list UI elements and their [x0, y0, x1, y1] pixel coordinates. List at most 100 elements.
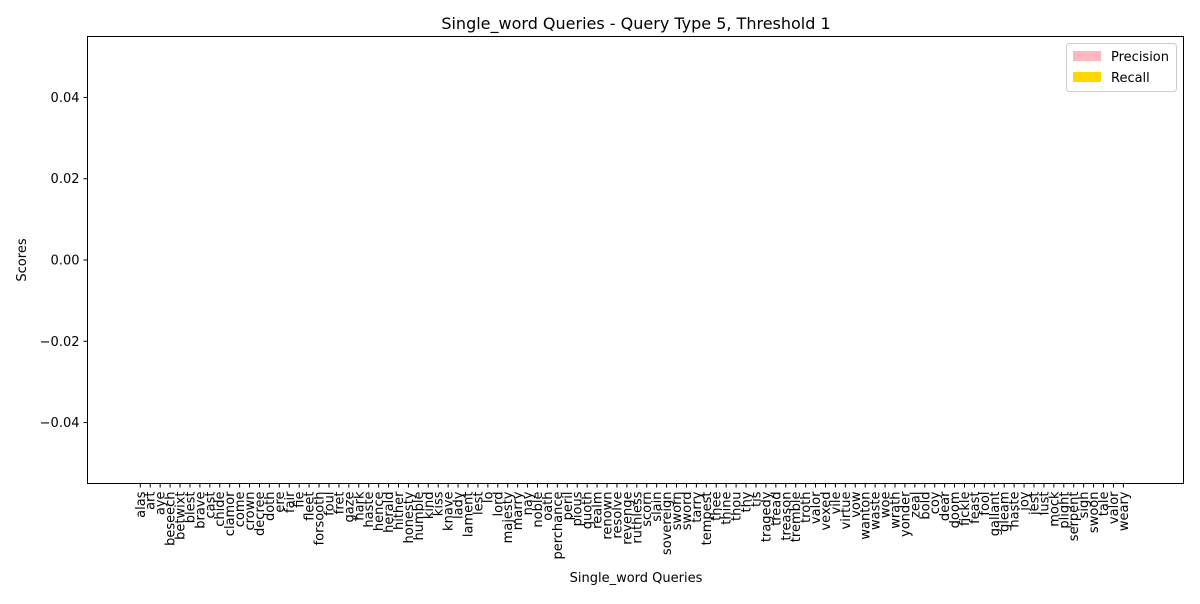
x-tick-label: realm: [591, 492, 606, 529]
x-tick-label: crown: [243, 492, 258, 531]
x-tick-label: ere: [273, 492, 288, 513]
x-tick-label: fleet: [303, 492, 318, 521]
x-tick-label: joy: [1018, 491, 1033, 512]
y-axis-label: Scores: [15, 238, 30, 281]
x-tick-label: waste: [869, 492, 884, 530]
x-tick-label: betwixt: [174, 492, 189, 540]
x-tick-label: scorn: [640, 492, 655, 527]
x-tick-label: alas: [134, 491, 149, 518]
x-tick-label: vexed: [819, 492, 834, 531]
x-tick-label: dear: [938, 491, 953, 521]
x-tick-label: resolve: [610, 492, 625, 539]
x-tick-label: noble: [531, 492, 546, 528]
x-tick-label: jest: [1028, 492, 1043, 516]
x-tick-label: thine: [720, 492, 735, 525]
x-tick-label: come: [233, 492, 248, 528]
x-tick-label: valor: [1107, 491, 1122, 524]
x-tick-label: troth: [799, 492, 814, 523]
x-tick-label: lust: [1037, 492, 1052, 516]
x-tick-label: sworn: [670, 492, 685, 531]
x-tick-label: marry: [511, 491, 526, 530]
x-axis-label: Single_word Queries: [570, 571, 703, 586]
x-tick-label: blest: [183, 492, 198, 524]
x-tick-label: chide: [213, 491, 228, 526]
x-tick-label: tremble: [789, 492, 804, 543]
x-tick-label: weary: [1117, 491, 1132, 531]
x-tick-label: forsooth: [313, 492, 328, 546]
x-tick-label: lord: [491, 492, 506, 517]
x-tick-label: lament: [461, 492, 476, 538]
y-tick-label: 0.00: [51, 254, 80, 269]
x-tick-label: aye: [154, 492, 169, 516]
x-tick-label: swoon: [1087, 492, 1102, 534]
legend-recall-swatch: [1073, 72, 1101, 82]
x-tick-label: bold: [918, 492, 933, 520]
x-tick-label: fair: [283, 491, 298, 513]
legend-recall-label: Recall: [1111, 71, 1150, 86]
x-tick-label: thy: [740, 491, 755, 512]
legend-precision-swatch: [1073, 51, 1101, 61]
chart-title: Single_word Queries - Query Type 5, Thre…: [441, 14, 830, 34]
x-tick-label: hence: [372, 492, 387, 532]
x-axis: alasartayebeseechbetwixtblestbravecastch…: [134, 483, 1132, 560]
x-tick-label: lady: [452, 491, 467, 519]
x-tick-label: tis: [749, 491, 764, 507]
x-tick-label: fret: [332, 492, 347, 515]
x-tick-label: serpent: [1067, 492, 1082, 542]
x-tick-label: perchance: [551, 491, 566, 559]
x-tick-label: tread: [769, 492, 784, 526]
x-tick-label: sigh: [1077, 492, 1092, 519]
plot-frame: [87, 36, 1184, 484]
x-tick-label: foul: [322, 492, 337, 516]
x-tick-label: decree: [253, 491, 268, 535]
x-tick-label: pious: [571, 491, 586, 526]
x-tick-label: wrath: [888, 492, 903, 529]
x-tick-label: sword: [680, 492, 695, 531]
x-tick-label: virtue: [839, 491, 854, 529]
x-tick-label: lo: [481, 491, 496, 503]
x-tick-label: vile: [829, 492, 844, 515]
x-tick-label: doom: [948, 492, 963, 529]
x-tick-label: ruthless: [630, 491, 645, 543]
x-tick-label: wanton: [859, 492, 874, 540]
x-tick-label: mock: [1047, 491, 1062, 527]
x-tick-label: brave: [193, 492, 208, 529]
x-tick-label: knave: [442, 492, 457, 531]
x-tick-label: haste: [1008, 492, 1023, 528]
x-tick-label: hither: [392, 491, 407, 530]
x-tick-label: fickle: [958, 492, 973, 526]
x-tick-label: doth: [263, 492, 278, 522]
x-tick-label: treason: [779, 492, 794, 541]
x-tick-label: zeal: [908, 492, 923, 518]
x-tick-label: slain: [650, 492, 665, 522]
x-tick-label: yonder: [898, 491, 913, 537]
x-tick-label: vow: [849, 491, 864, 518]
x-tick-label: fie: [293, 491, 308, 507]
x-tick-label: thee: [710, 492, 725, 521]
y-tick-label: −0.04: [40, 416, 80, 431]
x-tick-label: nay: [521, 491, 536, 515]
x-tick-label: kiss: [432, 491, 447, 516]
y-axis: 0.04 0.02 0.00 −0.02 −0.04: [40, 91, 88, 431]
x-tick-label: kind: [422, 492, 437, 520]
y-tick-label: 0.04: [51, 91, 80, 106]
legend: Precision Recall: [1066, 43, 1177, 92]
x-tick-label: majesty: [501, 491, 516, 543]
x-tick-label: herald: [382, 492, 397, 533]
x-tick-label: feast: [968, 492, 983, 524]
x-tick-label: tale: [1097, 492, 1112, 517]
x-tick-label: tempest: [700, 492, 715, 546]
x-tick-label: gallant: [988, 492, 1003, 537]
x-tick-label: peril: [561, 492, 576, 521]
y-tick-label: 0.02: [51, 172, 80, 187]
x-tick-label: clamor: [223, 491, 238, 536]
x-tick-label: honesty: [402, 491, 417, 543]
x-tick-label: cast: [203, 492, 218, 519]
x-tick-label: oath: [541, 492, 556, 521]
x-tick-label: lest: [471, 492, 486, 515]
y-tick-label: −0.02: [40, 335, 80, 350]
x-tick-label: renown: [601, 492, 616, 540]
x-tick-label: fool: [978, 492, 993, 516]
